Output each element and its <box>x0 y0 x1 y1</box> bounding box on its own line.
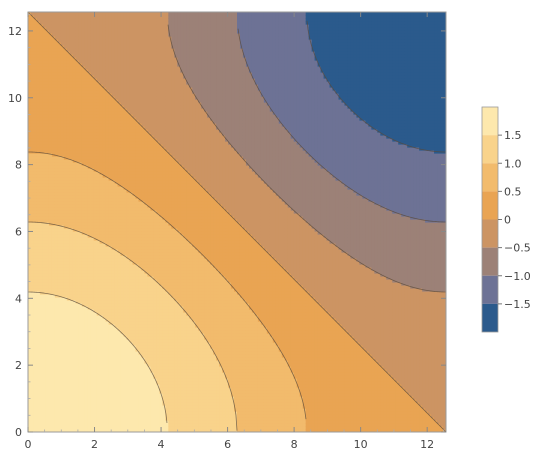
contour-chart: 024681012024681012 1.51.00.50−0.5−1.0−1.… <box>0 0 540 460</box>
chart-svg: 024681012024681012 1.51.00.50−0.5−1.0−1.… <box>0 0 540 460</box>
